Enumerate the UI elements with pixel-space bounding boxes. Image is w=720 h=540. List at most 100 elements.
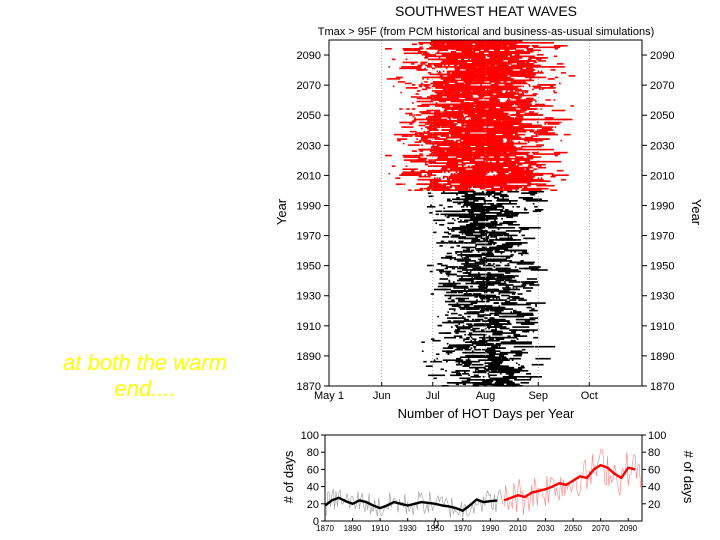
- heat-spell-mark: [501, 243, 507, 246]
- heat-spell-mark: [475, 99, 478, 101]
- heat-spell-mark: [536, 130, 542, 133]
- heat-spell-mark: [474, 126, 484, 128]
- heat-spell-mark: [476, 278, 492, 280]
- heat-spell-mark: [413, 114, 416, 116]
- heat-spell-mark: [506, 276, 513, 279]
- heat-spell-mark: [408, 189, 412, 191]
- heat-spell-mark: [484, 296, 500, 298]
- heat-spell-mark: [457, 114, 463, 116]
- heat-spell-mark: [486, 278, 504, 280]
- heat-spell-mark: [551, 78, 555, 80]
- heat-spell-mark: [518, 285, 526, 288]
- heat-spell-mark: [556, 46, 561, 49]
- heat-spell-mark: [467, 81, 470, 83]
- heat-spell-mark: [485, 255, 505, 258]
- heat-spell-mark: [506, 303, 509, 306]
- heat-spell-mark: [452, 136, 456, 139]
- heat-spell-mark: [453, 51, 456, 53]
- heat-spell-mark: [471, 76, 477, 79]
- heat-spell-mark: [469, 198, 477, 201]
- heat-spell-mark: [474, 347, 476, 349]
- heat-spell-mark: [491, 320, 509, 322]
- heat-spell-mark: [496, 109, 518, 112]
- heat-spell-mark: [482, 130, 493, 133]
- heat-spell-mark: [475, 69, 483, 71]
- heat-spell-mark: [474, 318, 484, 321]
- heat-spell-mark: [494, 251, 505, 253]
- heat-spell-mark: [429, 120, 432, 122]
- heat-spell-mark: [473, 115, 477, 118]
- heat-spell-mark: [488, 273, 504, 276]
- heat-spell-mark: [488, 353, 505, 355]
- heat-spell-mark: [482, 178, 498, 181]
- heat-spell-mark: [490, 347, 494, 349]
- hotdays-raw-series: [324, 448, 641, 518]
- heat-spell-mark: [430, 204, 432, 207]
- heat-spell-mark: [445, 106, 459, 109]
- heat-spell-mark: [540, 72, 544, 74]
- heat-spell-mark: [473, 200, 479, 202]
- heat-spell-mark: [437, 178, 442, 181]
- heat-spell-mark: [485, 350, 501, 352]
- heat-spell-mark: [493, 195, 496, 198]
- heat-spell-mark: [472, 168, 474, 170]
- x-tick-label: 1870: [316, 524, 334, 533]
- heat-spell-mark: [455, 147, 457, 149]
- heat-spell-mark: [431, 136, 440, 139]
- heat-spell-mark: [535, 141, 538, 143]
- heat-spell-mark: [495, 118, 520, 121]
- heat-spell-mark: [528, 190, 538, 193]
- heat-spell-mark: [451, 168, 457, 170]
- heat-spell-mark: [457, 270, 463, 273]
- heat-spell-mark: [481, 305, 485, 307]
- heat-spell-mark: [446, 136, 457, 139]
- heat-spell-mark: [524, 171, 533, 173]
- heat-spell-mark: [488, 48, 490, 50]
- heat-spell-mark: [433, 165, 446, 167]
- heat-spell-mark: [466, 171, 469, 173]
- heat-spell-mark: [402, 171, 420, 173]
- heat-spell-mark: [521, 192, 533, 194]
- heat-spell-mark: [476, 46, 481, 49]
- heat-spell-mark: [471, 285, 473, 288]
- heat-spell-mark: [448, 91, 452, 94]
- heat-spell-mark: [446, 169, 452, 172]
- heat-spell-mark: [447, 297, 452, 300]
- heat-spell-mark: [463, 45, 474, 47]
- heat-spell-mark: [468, 332, 473, 334]
- heat-spell-mark: [487, 344, 498, 346]
- heat-spell-mark: [459, 154, 461, 157]
- heat-spell-mark: [476, 150, 490, 152]
- heat-spell-mark: [451, 51, 457, 53]
- x-tick-label: 2090: [619, 524, 637, 533]
- heat-spell-mark: [532, 93, 538, 95]
- heat-spell-mark: [460, 219, 462, 222]
- heat-spell-mark: [452, 45, 455, 47]
- heat-spell-mark: [445, 314, 449, 316]
- heat-spell-mark: [494, 88, 514, 91]
- heat-spell-mark: [517, 293, 523, 295]
- heat-spell-mark: [425, 64, 431, 67]
- heat-spell-mark: [514, 315, 525, 318]
- heat-spell-mark: [470, 51, 476, 53]
- heat-spell-mark: [438, 126, 441, 128]
- heat-spell-mark: [459, 112, 464, 115]
- heat-spell-mark: [484, 69, 502, 71]
- heat-spell-mark: [526, 290, 532, 292]
- heat-spell-mark: [509, 120, 512, 122]
- heat-spell-mark: [472, 327, 480, 330]
- heat-spell-mark: [496, 174, 509, 176]
- heat-spell-mark: [530, 138, 535, 140]
- heat-spell-mark: [446, 43, 457, 46]
- heat-spell-mark: [508, 281, 521, 283]
- heat-spell-mark: [488, 371, 496, 374]
- heat-spell-mark: [529, 78, 532, 80]
- heat-spell-mark: [514, 117, 522, 119]
- heat-spell-mark: [497, 169, 505, 172]
- heat-spell-mark: [428, 374, 446, 377]
- heat-spell-mark: [473, 108, 486, 110]
- heat-spell-mark: [484, 317, 488, 319]
- heat-spell-mark: [455, 180, 457, 182]
- heat-spell-mark: [560, 178, 566, 181]
- heat-spell-mark: [453, 145, 459, 148]
